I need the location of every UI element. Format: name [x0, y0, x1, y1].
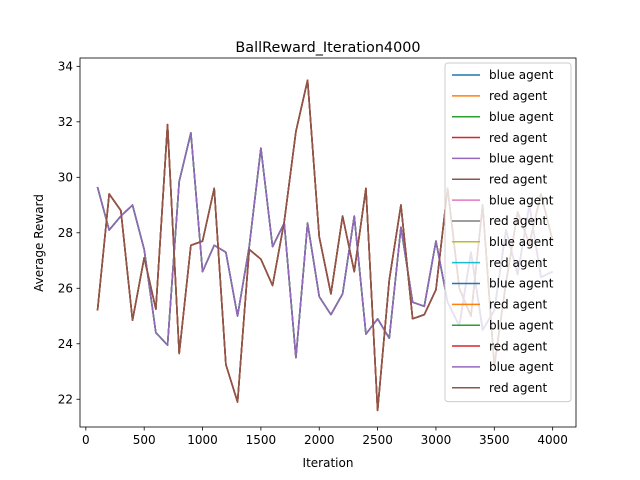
legend-entry: blue agent	[489, 68, 554, 82]
legend-entry: blue agent	[489, 152, 554, 166]
x-tick-label: 500	[133, 433, 156, 447]
y-tick-label: 22	[58, 392, 73, 406]
legend-entry: blue agent	[489, 193, 554, 207]
chart-title: BallReward_Iteration4000	[235, 40, 420, 56]
x-tick-label: 4000	[537, 433, 568, 447]
x-tick-label: 2500	[362, 433, 393, 447]
legend-entry: red agent	[489, 339, 547, 353]
y-tick-label: 26	[58, 281, 73, 295]
legend-entry: red agent	[489, 256, 547, 270]
legend-entry: blue agent	[489, 110, 554, 124]
legend-entry: red agent	[489, 214, 547, 228]
x-tick-label: 3500	[479, 433, 510, 447]
legend-entry: blue agent	[489, 360, 554, 374]
y-axis: 22 24 26 28 30 32 34	[58, 60, 80, 406]
legend-entry: red agent	[489, 298, 547, 312]
y-axis-label: Average Reward	[32, 194, 46, 292]
legend: blue agent red agent blue agent red agent bl…	[444, 62, 572, 403]
x-axis-label: Iteration	[303, 456, 354, 470]
legend-entry: red agent	[489, 172, 547, 186]
legend-entry: blue agent	[489, 235, 554, 249]
legend-entry: blue agent	[489, 318, 554, 332]
y-tick-label: 30	[58, 171, 73, 185]
legend-box	[444, 62, 572, 403]
y-tick-label: 32	[58, 115, 73, 129]
x-axis: 0 500 1000 1500 2000 2500 3000 3500 4000	[82, 427, 568, 447]
x-tick-label: 1000	[187, 433, 218, 447]
y-tick-label: 24	[58, 337, 73, 351]
y-tick-label: 28	[58, 226, 73, 240]
legend-entry: red agent	[489, 381, 547, 395]
legend-entry: blue agent	[489, 277, 554, 291]
x-tick-label: 2000	[304, 433, 335, 447]
y-tick-label: 34	[58, 60, 73, 74]
x-tick-label: 3000	[421, 433, 452, 447]
legend-entry: red agent	[489, 89, 547, 103]
plot-frame	[79, 57, 577, 428]
x-tick-label: 0	[82, 433, 90, 447]
legend-entry: red agent	[489, 131, 547, 145]
x-tick-label: 1500	[246, 433, 277, 447]
